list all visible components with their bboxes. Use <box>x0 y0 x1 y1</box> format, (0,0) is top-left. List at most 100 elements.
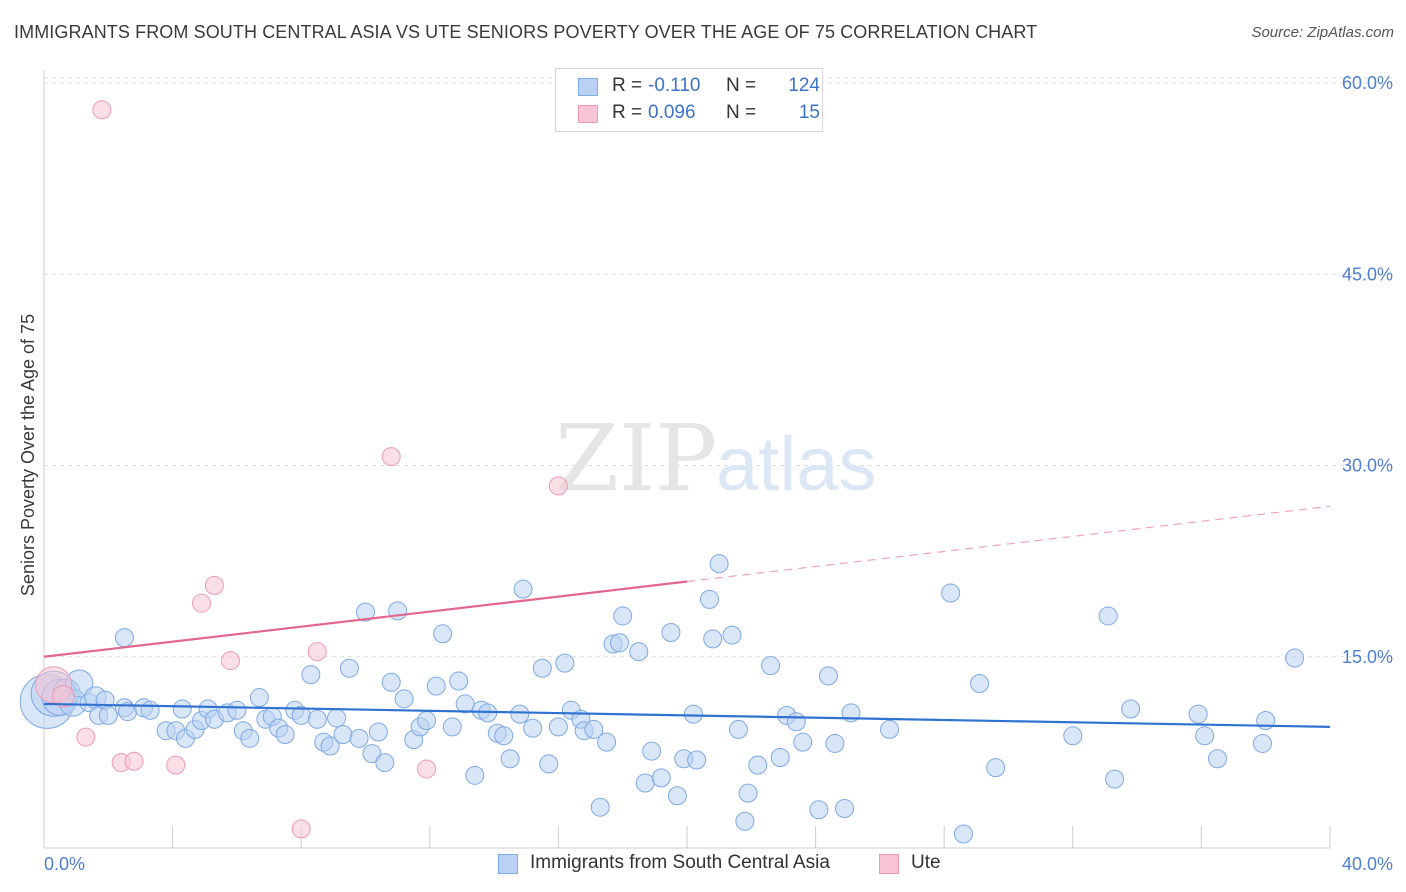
x-tick-max: 40.0% <box>1342 854 1393 874</box>
immigrants-point <box>722 625 742 645</box>
bottom-legend-swatch-pink <box>879 854 899 874</box>
immigrants-point <box>786 712 806 732</box>
immigrants-point <box>970 674 990 694</box>
immigrants-point <box>417 711 437 730</box>
bottom-legend-swatch-blue <box>498 854 518 874</box>
ute-trend-extension <box>686 505 1331 583</box>
immigrants-point <box>301 665 321 685</box>
immigrants-point <box>494 726 514 746</box>
y-axis-label: Seniors Poverty Over the Age of 75 <box>18 314 38 596</box>
immigrants-point <box>667 786 687 806</box>
immigrants-point <box>375 753 395 773</box>
immigrants-point <box>584 719 604 739</box>
immigrants-point <box>1105 769 1125 789</box>
chart-title: IMMIGRANTS FROM SOUTH CENTRAL ASIA VS UT… <box>14 22 1038 42</box>
y-tick-label: 30.0% <box>1342 456 1393 476</box>
data-points <box>19 100 1305 844</box>
ute-point <box>220 651 240 671</box>
immigrants-point <box>825 733 845 753</box>
y-tick-label: 45.0% <box>1342 264 1393 284</box>
immigrants-point <box>709 554 729 574</box>
watermark-atlas: atlas <box>716 422 877 507</box>
immigrants-point <box>114 628 134 648</box>
immigrants-point <box>1285 648 1305 668</box>
immigrants-point <box>703 629 723 649</box>
immigrants-point <box>986 758 1006 778</box>
immigrants-point <box>651 768 671 788</box>
ute-point <box>166 755 186 775</box>
immigrants-point <box>381 672 401 692</box>
immigrants-point <box>339 658 359 678</box>
trend-lines <box>43 505 1331 728</box>
legend-swatch-blue <box>578 78 598 96</box>
ute-point <box>381 447 401 467</box>
immigrants-point <box>735 811 755 831</box>
legend-swatch-pink <box>578 105 598 123</box>
legend-r-label: R = <box>612 102 643 123</box>
ute-point <box>307 642 327 662</box>
immigrants-point <box>320 736 340 756</box>
immigrants-point <box>635 773 655 793</box>
ute-point <box>204 575 224 595</box>
immigrants-point <box>172 699 192 719</box>
immigrants-point <box>513 579 533 599</box>
immigrants-point <box>1063 726 1083 746</box>
y-tick-labels: 15.0% 30.0% 45.0% 60.0% <box>1342 73 1393 667</box>
immigrants-point <box>465 765 485 785</box>
immigrants-point <box>227 700 247 720</box>
ute-point <box>548 476 568 496</box>
bottom-legend-label: Immigrants from South Central Asia <box>530 852 830 873</box>
immigrants-point <box>249 688 269 708</box>
immigrants-point <box>761 656 781 676</box>
immigrants-point <box>728 719 748 739</box>
immigrants-point <box>613 606 633 626</box>
x-tick-labels: 0.0% 40.0% <box>44 854 1393 874</box>
ute-point <box>76 727 96 747</box>
immigrants-point <box>687 750 707 770</box>
immigrants-point <box>455 694 475 714</box>
immigrants-point <box>1188 704 1208 724</box>
immigrants-point <box>1098 606 1118 626</box>
ute-point <box>51 684 75 708</box>
ute-point <box>92 100 112 120</box>
ute-trend-line <box>43 580 688 658</box>
immigrants-point <box>449 671 469 691</box>
immigrants-point <box>953 824 973 844</box>
immigrants-point <box>548 717 568 737</box>
immigrants-point <box>597 732 617 752</box>
legend-r-label: R = <box>612 75 643 96</box>
immigrants-point <box>500 749 520 769</box>
x-tick-min: 0.0% <box>44 854 85 874</box>
immigrants-point <box>748 755 768 775</box>
immigrants-point <box>307 709 327 729</box>
immigrants-point <box>1195 726 1215 746</box>
watermark-zip: ZIP <box>555 405 717 512</box>
legend-n-label: N = <box>726 102 757 123</box>
immigrants-point <box>327 708 347 728</box>
immigrants-point <box>368 722 388 742</box>
immigrants-point <box>426 676 446 696</box>
bottom-legend-label: Ute <box>911 852 941 873</box>
immigrants-point <box>1207 749 1227 769</box>
legend-n-value: 15 <box>798 102 820 123</box>
legend-n-label: N = <box>726 75 757 96</box>
y-tick-label: 60.0% <box>1342 73 1393 93</box>
source-label: Source: ZipAtlas.com <box>1251 24 1394 41</box>
immigrants-point <box>738 783 758 803</box>
immigrants-point <box>240 728 260 748</box>
immigrants-point <box>1121 699 1141 719</box>
ute-point <box>124 751 144 771</box>
immigrants-point <box>95 690 115 710</box>
immigrants-point <box>539 754 559 774</box>
immigrants-point <box>356 602 375 622</box>
ute-point <box>417 759 437 779</box>
immigrants-point <box>880 719 900 739</box>
immigrants-point <box>349 728 369 748</box>
immigrants-point <box>275 725 295 745</box>
immigrants-point <box>523 718 543 738</box>
immigrants-point <box>333 725 353 745</box>
immigrants-point <box>510 704 530 724</box>
immigrants-point <box>683 704 703 724</box>
immigrants-point <box>661 623 681 643</box>
